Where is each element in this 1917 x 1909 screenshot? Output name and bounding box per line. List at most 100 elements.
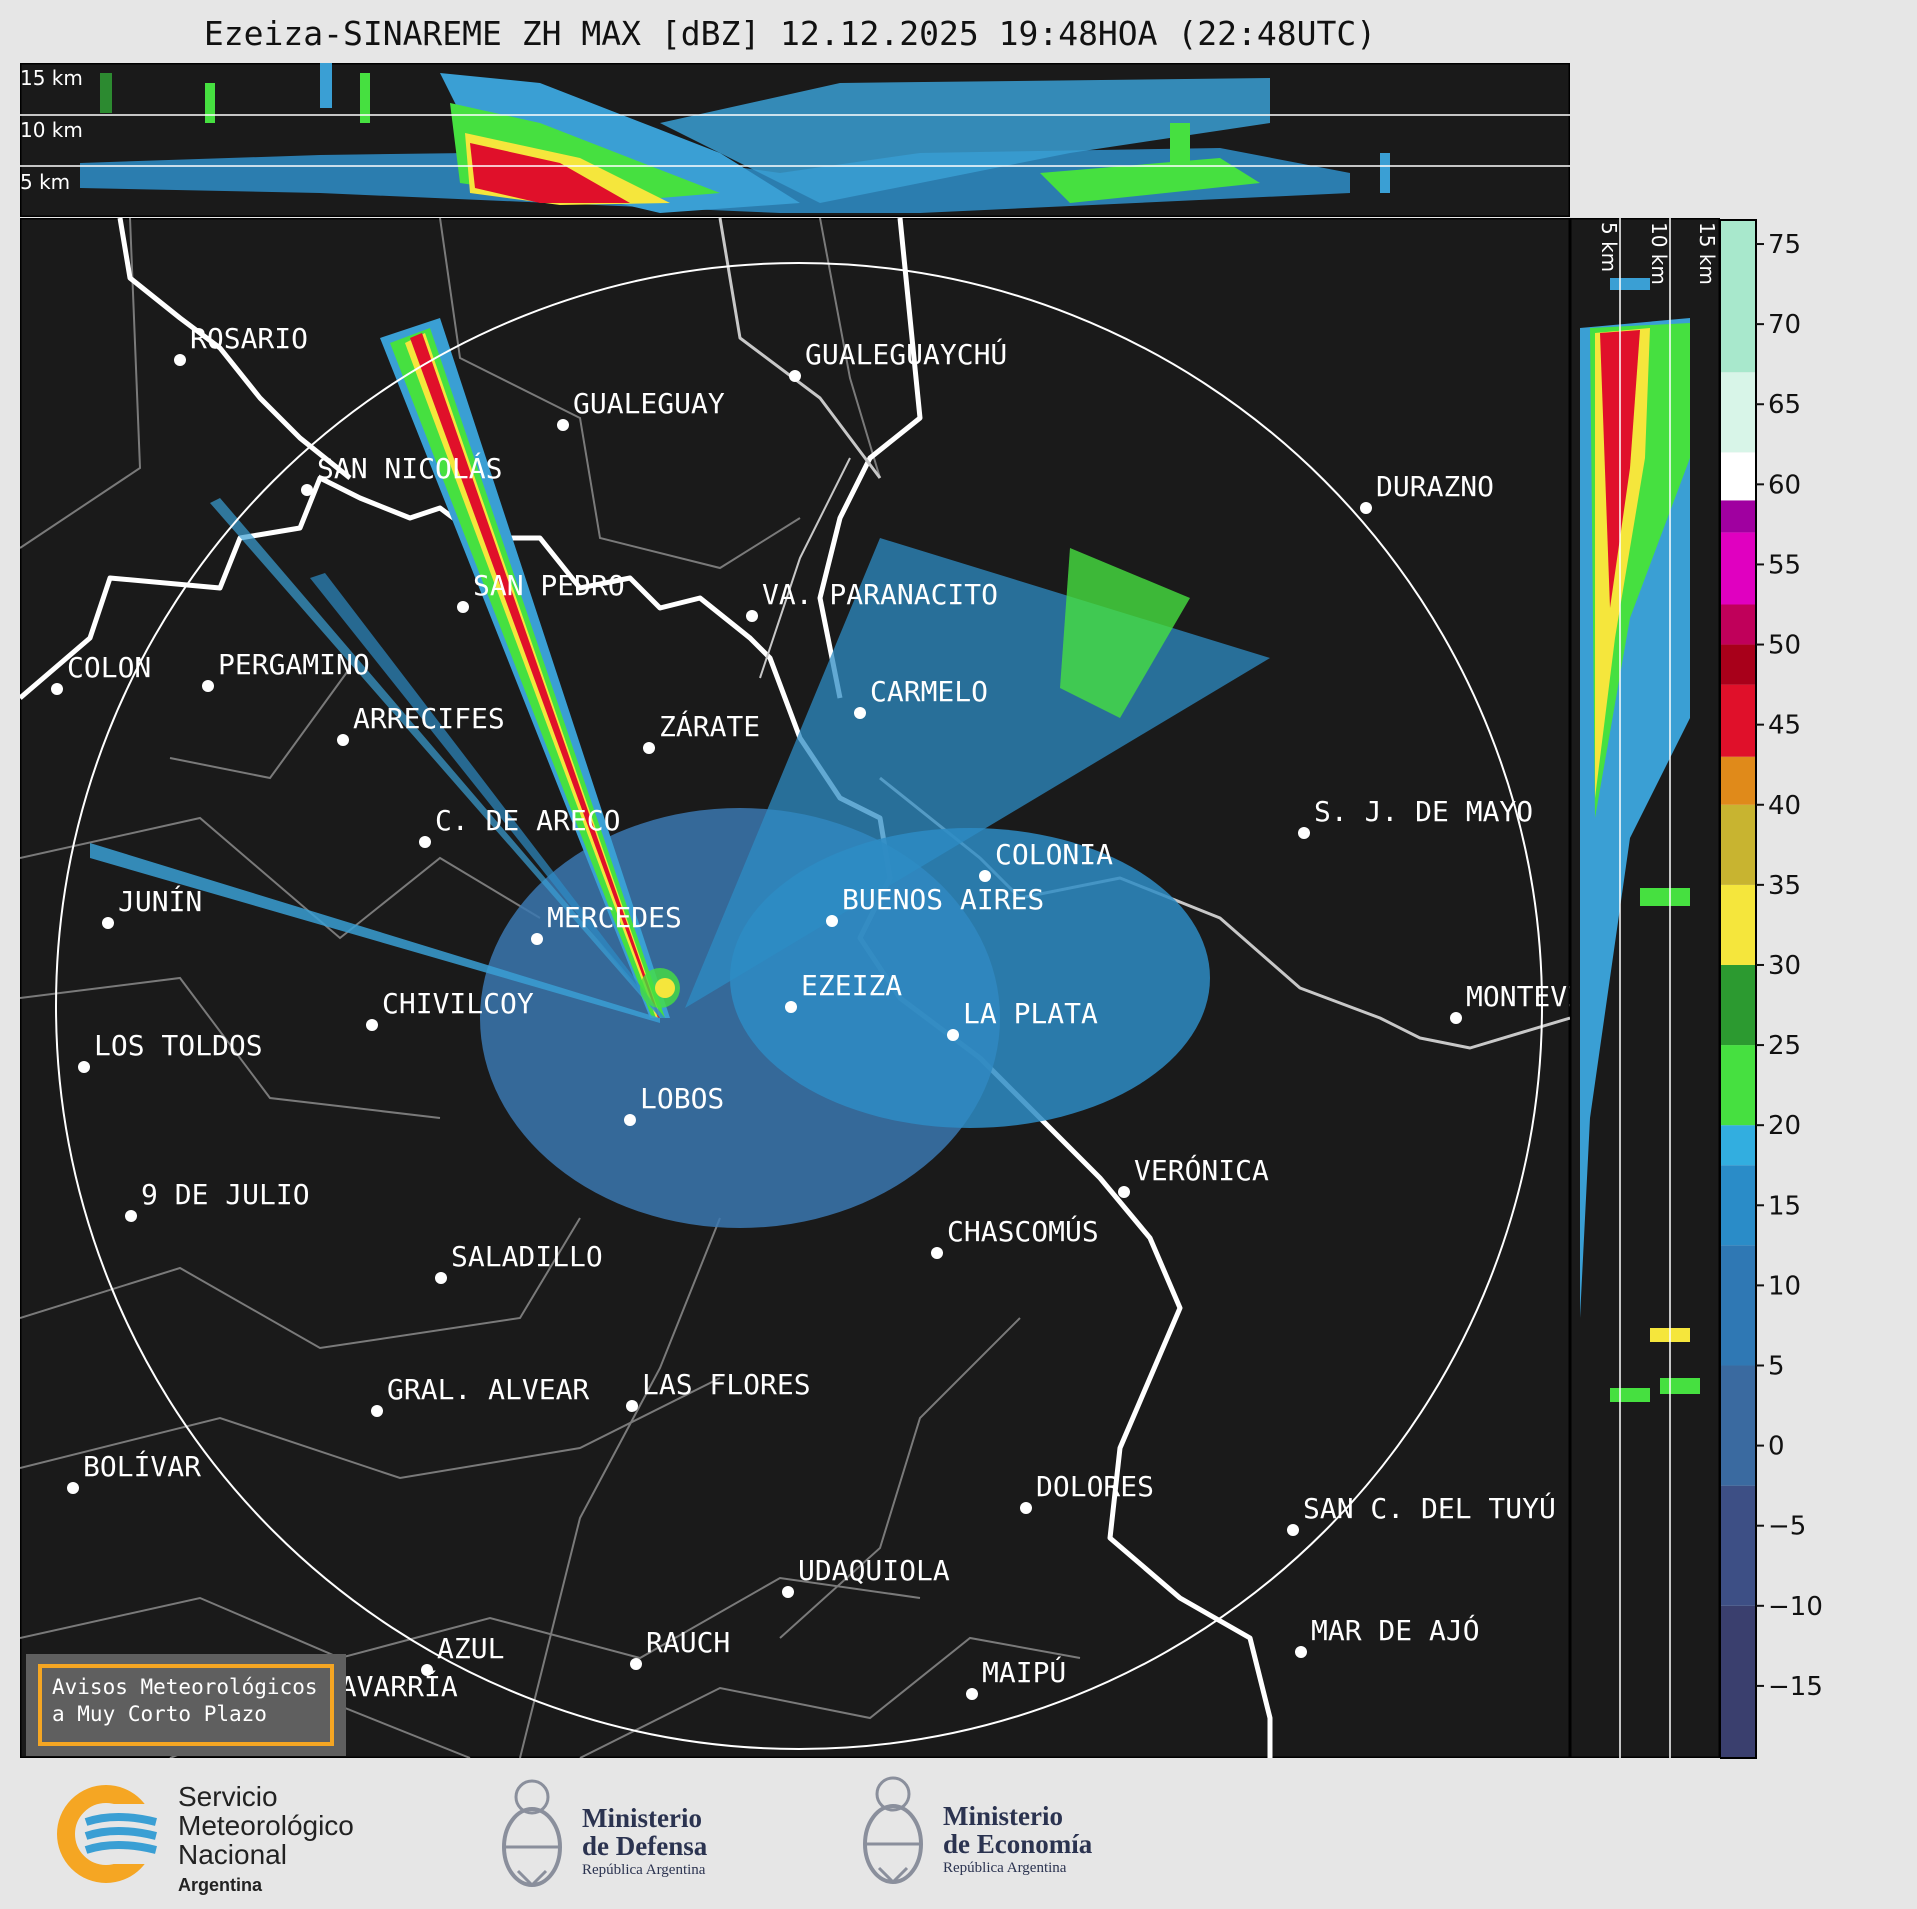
colorbar-tick-label: 70 [1768,310,1801,340]
city-label: BOLÍVAR [83,1449,201,1483]
city-dot [125,1210,137,1222]
radar-map: ROSARIO GUALEGUAYCHÚ GUALEGUAY SAN NICOLÁS D… [20,218,1570,1758]
range-ring [55,262,1543,1750]
city-dot [51,683,63,695]
city-dot [419,836,431,848]
economia-line: Ministerio [943,1801,1063,1831]
colorbar-band [1720,1045,1756,1126]
colorbar-band [1720,964,1756,1046]
city-dot [966,1688,978,1700]
colorbar-band [1720,884,1756,965]
city-dot [626,1400,638,1412]
defensa-line: de Defensa [582,1831,708,1861]
defensa-line: República Argentina [582,1862,706,1878]
top-height-label: 10 km [20,118,83,142]
colorbar-band [1720,1365,1756,1486]
colorbar-tick-label: 15 [1768,1191,1801,1221]
colorbar-band [1720,372,1756,453]
city-label: CHIVILCOY [382,987,534,1020]
city-label: S. J. DE MAYO [1314,795,1533,828]
city-dot [1020,1502,1032,1514]
colorbar-tick-label: 45 [1768,711,1801,741]
colorbar-band [1720,452,1756,501]
colorbar-tick-label: −5 [1768,1512,1806,1542]
colorbar-band [1720,1165,1756,1246]
colorbar-bands [1720,220,1756,1758]
colorbar-tick-label: 65 [1768,390,1801,420]
city-dot [78,1061,90,1073]
colorbar-tick-label: −15 [1768,1672,1823,1702]
colorbar-tick-label: 75 [1768,230,1801,260]
aviso-line: a Muy Corto Plazo [52,1702,267,1726]
city-label: LOBOS [640,1082,724,1115]
city-dot [1295,1646,1307,1658]
city-dot [421,1664,433,1676]
city-dot [785,1001,797,1013]
city-label: DOLORES [1036,1470,1154,1503]
colorbar-band [1720,756,1756,805]
city-label: BUENOS AIRES [842,883,1044,916]
city-label: MERCEDES [547,901,682,934]
smn-line: Nacional [178,1839,287,1870]
colorbar-tick-label: 5 [1768,1351,1785,1381]
city-dot [782,1586,794,1598]
economia-logo-text: Ministerio de Economía República Argenti… [943,1802,1092,1877]
city-label: LOS TOLDOS [94,1029,263,1062]
colorbar-tick-label: 40 [1768,791,1801,821]
colorbar-band [1720,684,1756,757]
city-label: COLONIA [995,838,1113,871]
city-label: ZÁRATE [659,709,760,743]
city-label: MAR DE AJÓ [1311,1613,1480,1647]
colorbar-band [1720,644,1756,685]
coat-of-arms-icon [863,1776,923,1885]
city-label: ARRECIFES [353,702,505,735]
city-dot [67,1482,79,1494]
city-dot [789,370,801,382]
city-dot [202,680,214,692]
city-dot [854,707,866,719]
city-dot [531,933,543,945]
city-label: LA PLATA [963,997,1098,1030]
city-label: VERÓNICA [1134,1153,1269,1187]
city-dot [1298,827,1310,839]
city-label: SALADILLO [451,1240,603,1273]
city-dot [931,1247,943,1259]
city-label: JUNÍN [118,884,202,918]
smn-line: Meteorológico [178,1810,354,1841]
colorbar-tick-label: 35 [1768,871,1801,901]
city-dot [624,1114,636,1126]
colorbar-band [1720,604,1756,645]
top-cross-section-panel: 15 km 10 km 5 km [20,63,1570,217]
economia-line: República Argentina [943,1860,1067,1876]
colorbar-band [1720,1605,1756,1758]
colorbar-tick-label: 30 [1768,951,1801,981]
colorbar-tick-label: 10 [1768,1271,1801,1301]
city-label: VA. PARANACITO [762,578,998,611]
city-label: PERGAMINO [218,648,370,681]
city-label: MAIPÚ [982,1655,1066,1689]
colorbar-tick-label: 50 [1768,631,1801,661]
city-dot [979,870,991,882]
city-label: GUALEGUAY [573,387,725,420]
side-height-label: 10 km [1647,222,1671,285]
city-dot [1360,502,1372,514]
city-dot [826,915,838,927]
city-dot [1287,1524,1299,1536]
city-label: GRAL. ALVEAR [387,1373,589,1406]
city-dot [746,610,758,622]
city-label: CHASCOMÚS [947,1214,1099,1248]
colorbar-band [1720,804,1756,885]
city-dot [435,1272,447,1284]
city-dot [630,1658,642,1670]
admin-boundaries [20,218,1081,1758]
coat-of-arms-icon [502,1779,562,1888]
side-height-label: 15 km [1695,222,1719,285]
economia-line: de Economía [943,1829,1093,1859]
city-label: CARMELO [870,675,988,708]
city-dot [301,484,313,496]
chart-title: Ezeiza-SINAREME ZH MAX [dBZ] 12.12.2025 … [203,14,1377,53]
city-label: SAN C. DEL TUYÚ [1303,1491,1556,1525]
city-dot [174,354,186,366]
city-label: AZUL [437,1632,504,1665]
